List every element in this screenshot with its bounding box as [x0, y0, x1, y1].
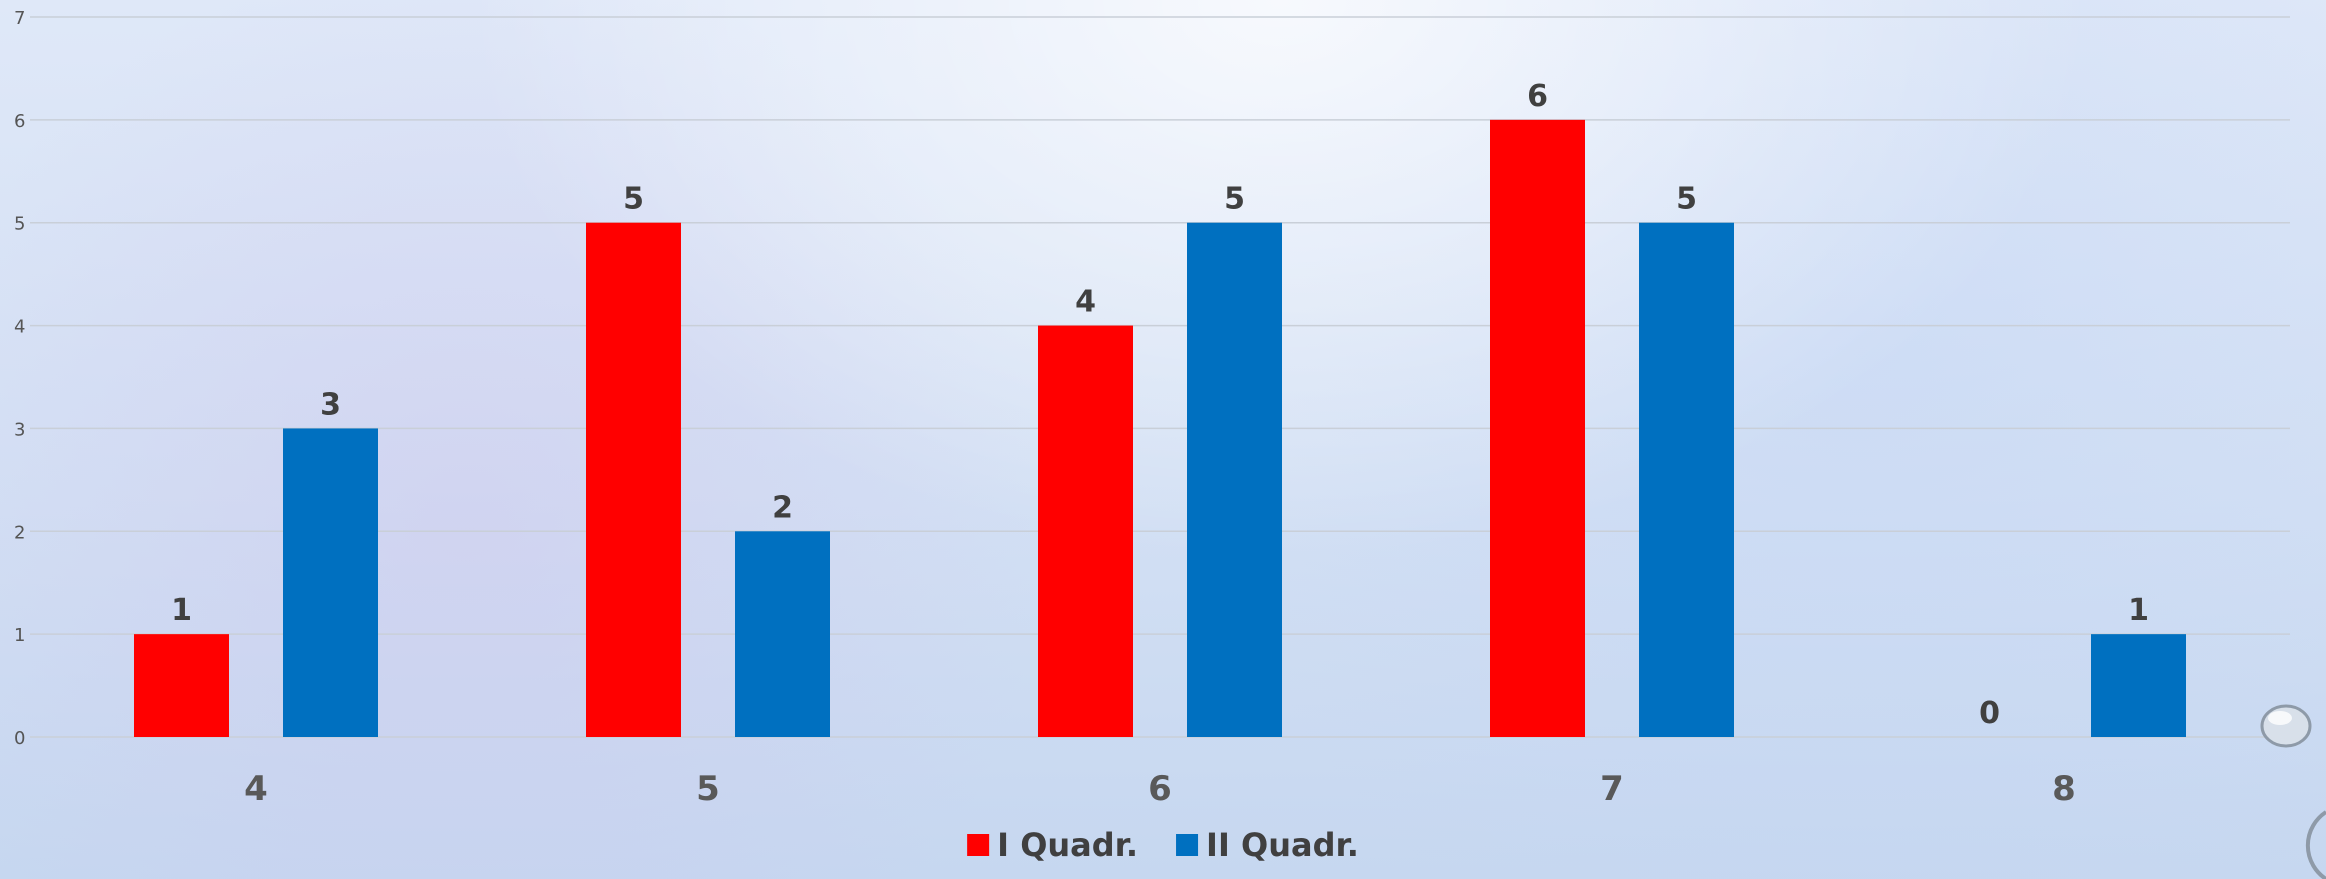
- data-label: 0: [1979, 696, 2000, 731]
- legend-label: II Quadr.: [1206, 826, 1359, 864]
- legend-swatch: [967, 834, 990, 856]
- y-tick-label: 7: [14, 8, 25, 29]
- scroll-orb-icon: [2260, 704, 2312, 748]
- data-label: 4: [1075, 285, 1096, 320]
- x-tick-label: 5: [696, 769, 720, 809]
- bar-ii-quadr-5: [735, 531, 830, 737]
- bar-ii-quadr-8: [2091, 634, 2186, 737]
- data-label: 3: [320, 387, 341, 422]
- corner-orb-icon: [2305, 810, 2326, 879]
- data-label: 2: [772, 490, 793, 525]
- y-tick-label: 3: [14, 419, 25, 440]
- x-tick-label: 8: [2052, 769, 2076, 809]
- x-tick-label: 6: [1148, 769, 1172, 809]
- bar-i-quadr-7: [1490, 119, 1585, 738]
- bar-ii-quadr-6: [1187, 222, 1282, 737]
- data-label: 1: [171, 593, 192, 628]
- y-axis-ticks: 0 1 2 3 4 5 6 7: [14, 8, 25, 749]
- data-labels: 1 3 5 2 4 5 6 5 0 1: [171, 79, 2149, 731]
- bar-i-quadr-4: [134, 634, 229, 737]
- y-tick-label: 1: [14, 625, 25, 646]
- legend-label: I Quadr.: [997, 826, 1138, 864]
- bar-ii-quadr-4: [283, 428, 378, 737]
- y-tick-label: 6: [14, 111, 25, 132]
- legend-swatch: [1176, 834, 1199, 856]
- bars: [134, 119, 2186, 738]
- gridlines: [30, 16, 2290, 738]
- data-label: 5: [1224, 182, 1245, 217]
- bar-i-quadr-5: [586, 222, 681, 737]
- data-label: 6: [1527, 79, 1548, 114]
- y-tick-label: 4: [14, 317, 25, 338]
- x-tick-label: 4: [244, 769, 268, 809]
- data-label: 1: [2128, 593, 2149, 628]
- bar-i-quadr-6: [1038, 325, 1133, 737]
- x-tick-label: 7: [1600, 769, 1624, 809]
- y-tick-label: 5: [14, 214, 25, 235]
- y-tick-label: 0: [14, 728, 25, 749]
- y-tick-label: 2: [14, 522, 25, 543]
- data-label: 5: [1676, 182, 1697, 217]
- legend: I Quadr. II Quadr.: [967, 826, 1359, 864]
- data-label: 5: [623, 182, 644, 217]
- bar-ii-quadr-7: [1639, 222, 1734, 737]
- x-axis-ticks: 4 5 6 7 8: [244, 769, 2076, 809]
